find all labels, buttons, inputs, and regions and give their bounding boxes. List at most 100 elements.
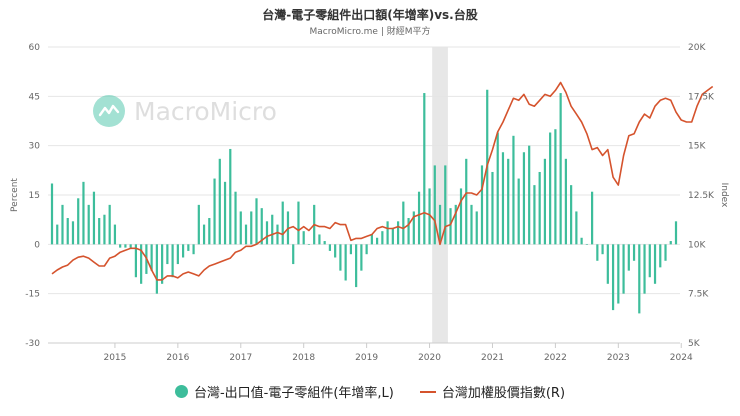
bar	[611, 244, 615, 311]
bar	[281, 201, 284, 245]
line-series	[51, 81, 714, 281]
y-left-tick-label: -30	[25, 339, 40, 349]
bar	[360, 244, 363, 271]
bar	[570, 185, 573, 245]
watermark-text: MacroMicro	[134, 96, 277, 126]
bar	[622, 244, 625, 294]
bar	[71, 221, 75, 245]
bar	[124, 244, 127, 248]
bar	[381, 231, 384, 245]
bar	[50, 183, 54, 245]
y-left-tick-label: 0	[34, 240, 40, 250]
bar	[454, 204, 457, 245]
y-left-tick-label: 45	[29, 92, 40, 102]
bar	[549, 132, 552, 245]
bar	[501, 152, 505, 245]
bar	[108, 204, 111, 245]
bar	[412, 211, 415, 245]
bar	[575, 211, 578, 245]
y-right-tick-label: 20K	[688, 43, 706, 53]
bar	[596, 244, 599, 261]
bar	[512, 135, 515, 245]
bar	[659, 244, 662, 268]
bar	[601, 244, 604, 255]
bar	[528, 145, 531, 245]
bar	[181, 244, 185, 258]
bar	[328, 244, 332, 251]
bar	[517, 178, 520, 245]
bar	[643, 244, 646, 294]
y-right-axis-title: Index	[719, 183, 729, 208]
bar	[265, 221, 269, 245]
bar	[334, 244, 337, 258]
bar	[438, 204, 442, 245]
x-tick-label: 2018	[292, 353, 315, 363]
bar	[344, 244, 347, 281]
bar	[103, 214, 106, 245]
bar	[632, 244, 636, 261]
y-left-axis-title: Percent	[10, 178, 20, 212]
bar	[423, 93, 426, 245]
bar	[113, 224, 117, 245]
y-right-tick-label: 15K	[688, 142, 706, 152]
bar	[161, 244, 164, 284]
bar	[234, 191, 237, 245]
bar	[208, 218, 211, 245]
bar	[407, 218, 410, 245]
bar	[396, 221, 400, 245]
y-left-tick-label: 60	[29, 43, 41, 53]
bar	[213, 178, 216, 245]
bar	[449, 208, 452, 245]
y-right-tick-label: 5K	[688, 339, 701, 349]
x-tick-label: 2021	[481, 353, 504, 363]
bar	[187, 244, 190, 251]
legend-item-bars[interactable]: 台灣-出口值-電子零組件(年增率,L)	[174, 382, 394, 401]
bar	[166, 244, 169, 265]
bar	[465, 158, 468, 245]
y-right-tick-label: 17.5K	[688, 92, 715, 102]
bar	[554, 129, 557, 245]
bar	[197, 204, 200, 245]
bar	[564, 158, 567, 245]
bar	[339, 244, 342, 271]
bar	[376, 237, 379, 245]
axis-labels: 60 20K 45 17.5K 30 15K 15 12.5K 0 10K -15 7.5K -30 5K…	[10, 43, 729, 363]
bar	[669, 241, 672, 245]
macromicro-logo-icon	[93, 95, 125, 127]
bar	[302, 231, 305, 245]
bar	[176, 244, 179, 265]
bar	[491, 171, 494, 245]
shaded-period	[432, 47, 448, 343]
bar	[674, 221, 678, 245]
bar	[150, 244, 153, 271]
bar	[653, 244, 657, 284]
bar	[250, 211, 253, 245]
bar	[433, 165, 436, 245]
bar	[428, 188, 431, 245]
bar	[297, 201, 300, 245]
bar	[244, 224, 248, 245]
bar	[580, 237, 583, 245]
bar	[638, 244, 641, 314]
chart-subtitle: MacroMicro.me | 財經M平方	[309, 27, 431, 37]
bar	[92, 191, 96, 245]
bar	[87, 204, 90, 245]
legend-item-line[interactable]: 台灣加權股價指數(R)	[419, 382, 566, 401]
bar	[470, 204, 473, 245]
y-left-tick-label: -15	[25, 290, 40, 300]
bar	[292, 244, 295, 265]
bar	[627, 244, 630, 271]
bar	[559, 93, 562, 245]
x-tick-label: 2020	[418, 353, 441, 363]
y-right-tick-label: 7.5K	[688, 290, 709, 300]
bar	[459, 188, 463, 245]
bar	[391, 227, 394, 245]
bar	[355, 244, 358, 288]
bar	[192, 244, 195, 255]
bar	[386, 221, 389, 245]
legend-line-label: 台灣加權股價指數(R)	[441, 386, 566, 401]
legend-bar-label: 台灣-出口值-電子零組件(年增率,L)	[193, 386, 394, 401]
bar	[82, 181, 85, 245]
bar	[119, 244, 122, 248]
chart-legend: 台灣-出口值-電子零組件(年增率,L) 台灣加權股價指數(R)	[0, 382, 740, 401]
